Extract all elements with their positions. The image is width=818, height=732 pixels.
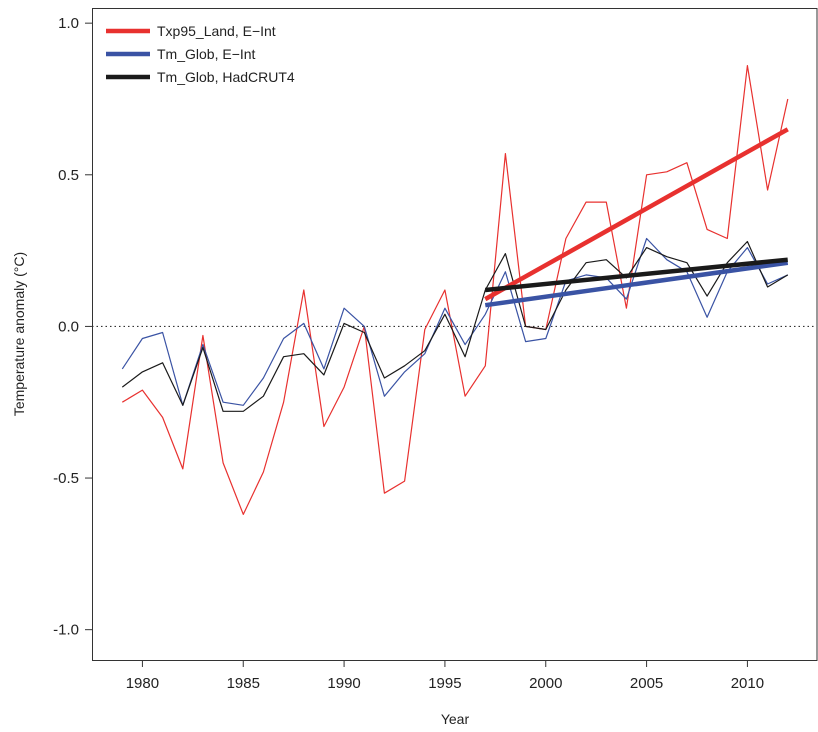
y-axis: -1.0 -0.5 0.0 0.5 1.0 bbox=[53, 15, 93, 639]
plot-frame bbox=[92, 8, 818, 661]
trend-layer bbox=[484, 127, 789, 308]
y-tick-label-0: -1.0 bbox=[53, 622, 79, 639]
series-layer bbox=[121, 64, 789, 516]
trend-line-0 bbox=[484, 127, 789, 302]
x-tick-label-2000: 2000 bbox=[529, 675, 562, 692]
x-tick-label-2005: 2005 bbox=[630, 675, 663, 692]
y-tick-label-3: 0.5 bbox=[58, 167, 79, 184]
trend-line-2 bbox=[485, 257, 788, 293]
x-tick-label-1985: 1985 bbox=[227, 675, 260, 692]
x-axis: 1980 1985 1990 1995 2000 2005 2010 bbox=[126, 660, 764, 692]
legend-label-0: Txp95_Land, E−Int bbox=[157, 23, 276, 39]
series-line-1 bbox=[121, 237, 789, 406]
legend-label-2: Tm_Glob, HadCRUT4 bbox=[157, 69, 295, 85]
legend: Txp95_Land, E−Int Tm_Glob, E−Int Tm_Glob, … bbox=[106, 23, 295, 85]
series-line-2 bbox=[121, 240, 789, 412]
x-tick-label-1980: 1980 bbox=[126, 675, 159, 692]
x-tick-label-1995: 1995 bbox=[428, 675, 461, 692]
legend-label-1: Tm_Glob, E−Int bbox=[157, 46, 256, 62]
x-tick-label-1990: 1990 bbox=[327, 675, 360, 692]
y-tick-label-2: 0.0 bbox=[58, 318, 79, 335]
y-tick-label-1: -0.5 bbox=[53, 470, 79, 487]
plot-area bbox=[92, 8, 818, 661]
y-tick-label-4: 1.0 bbox=[58, 15, 79, 32]
x-tick-label-2010: 2010 bbox=[731, 675, 764, 692]
series-line-0 bbox=[121, 64, 789, 516]
x-axis-title: Year bbox=[441, 711, 470, 727]
y-axis-title: Temperature anomaly (°C) bbox=[11, 252, 27, 416]
trend-line-1 bbox=[484, 260, 789, 308]
